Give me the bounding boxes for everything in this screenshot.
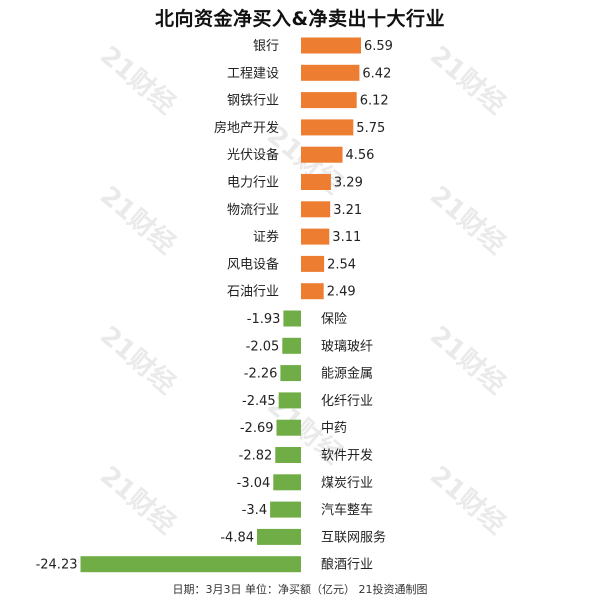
category-label: 玻璃玻纤 xyxy=(321,339,373,354)
category-label: 中药 xyxy=(321,421,347,436)
data-label: -3.04 xyxy=(237,476,271,491)
category-label: 光伏设备 xyxy=(227,147,279,163)
bar-negative xyxy=(278,392,301,409)
data-label: 5.75 xyxy=(356,121,385,136)
category-label: 能源金属 xyxy=(321,366,373,382)
data-label: -2.05 xyxy=(246,339,280,354)
bar-positive xyxy=(301,201,331,218)
data-label: 3.11 xyxy=(332,230,361,245)
category-label: 汽车整车 xyxy=(321,502,373,518)
data-label: -24.23 xyxy=(36,558,78,573)
category-label: 风电设备 xyxy=(227,256,279,272)
data-label: 3.21 xyxy=(333,203,362,218)
data-label: -2.45 xyxy=(242,394,276,409)
category-label: 物流行业 xyxy=(227,203,279,218)
bar-positive xyxy=(301,174,331,190)
bar-positive xyxy=(301,92,357,109)
category-label: 房地产开发 xyxy=(214,120,279,136)
data-label: -3.4 xyxy=(242,503,267,518)
bar-positive xyxy=(301,255,325,272)
data-label: -1.93 xyxy=(247,312,281,327)
data-label: 2.49 xyxy=(327,285,356,300)
bar-positive xyxy=(301,64,360,81)
category-label: 保险 xyxy=(321,312,347,327)
bar-negative xyxy=(270,501,301,518)
bar-negative xyxy=(276,419,301,436)
category-label: 钢铁行业 xyxy=(227,94,279,109)
bar-negative xyxy=(257,528,301,545)
category-label: 互联网服务 xyxy=(321,529,386,545)
category-label: 石油行业 xyxy=(227,285,279,300)
category-label: 证券 xyxy=(253,229,279,245)
bar-negative xyxy=(273,474,301,491)
data-label: -2.69 xyxy=(240,421,274,436)
data-label: 2.54 xyxy=(327,257,356,272)
category-label: 煤炭行业 xyxy=(321,476,373,491)
category-label: 银行 xyxy=(253,39,279,54)
data-label: -2.26 xyxy=(244,367,278,382)
bar-negative xyxy=(282,337,301,354)
bar-negative xyxy=(280,365,301,382)
category-label: 工程建设 xyxy=(227,66,279,81)
bar-positive xyxy=(301,146,343,163)
category-label: 软件开发 xyxy=(321,448,373,464)
category-label: 电力行业 xyxy=(227,176,279,191)
chart-title: 北向资金净买入&净卖出十大行业 xyxy=(154,8,446,30)
bar-positive xyxy=(301,228,330,245)
category-label: 酿酒行业 xyxy=(321,557,373,573)
bar-positive xyxy=(301,119,354,136)
data-label: -4.84 xyxy=(220,530,254,545)
data-label: 3.29 xyxy=(334,176,363,191)
bar-positive xyxy=(301,37,361,54)
data-label: -2.82 xyxy=(239,449,273,464)
data-label: 6.59 xyxy=(364,39,393,54)
data-label: 4.56 xyxy=(346,148,375,163)
category-label: 化纤行业 xyxy=(321,394,373,409)
data-label: 6.12 xyxy=(360,94,389,109)
bar-negative xyxy=(80,556,301,573)
footnote: 日期：3月3日 单位：净买额（亿元） 21投资通制图 xyxy=(172,583,428,596)
bar-negative xyxy=(275,447,301,463)
bar-negative xyxy=(283,310,301,327)
bar-positive xyxy=(301,283,324,300)
data-label: 6.42 xyxy=(362,66,391,81)
